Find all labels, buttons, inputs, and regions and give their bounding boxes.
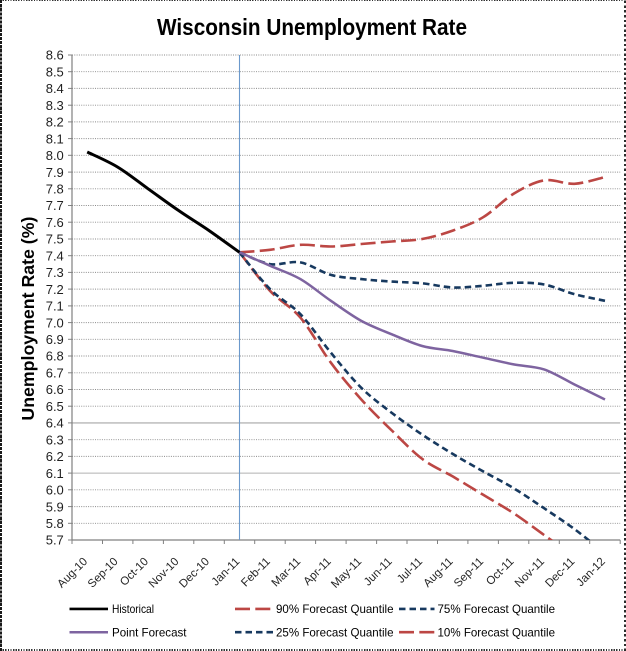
svg-text:7.9: 7.9 [46, 165, 64, 180]
svg-text:8.4: 8.4 [46, 81, 64, 96]
svg-text:Historical: Historical [112, 602, 154, 616]
svg-text:Dec-11: Dec-11 [543, 556, 577, 590]
svg-text:7.7: 7.7 [46, 198, 64, 213]
svg-text:Unemployment Rate (%): Unemployment Rate (%) [18, 217, 38, 421]
svg-text:8.3: 8.3 [46, 98, 64, 113]
svg-text:Point Forecast: Point Forecast [112, 626, 187, 640]
svg-text:8.1: 8.1 [46, 131, 64, 146]
svg-text:Jan-12: Jan-12 [575, 556, 608, 589]
svg-text:7.8: 7.8 [46, 182, 64, 197]
svg-text:10% Forecast Quantile: 10% Forecast Quantile [438, 626, 556, 640]
svg-text:7.1: 7.1 [46, 299, 64, 314]
svg-text:Oct-10: Oct-10 [118, 556, 151, 589]
svg-text:7.5: 7.5 [46, 232, 64, 247]
svg-text:6.6: 6.6 [46, 382, 64, 397]
svg-text:90% Forecast Quantile: 90% Forecast Quantile [276, 602, 394, 616]
svg-text:Feb-11: Feb-11 [239, 556, 273, 590]
svg-text:6.8: 6.8 [46, 349, 64, 364]
svg-text:Aug-10: Aug-10 [55, 556, 90, 591]
svg-text:6.4: 6.4 [46, 416, 64, 431]
svg-text:8.5: 8.5 [46, 64, 64, 79]
svg-text:Sep-11: Sep-11 [452, 556, 486, 590]
svg-text:6.1: 6.1 [46, 466, 64, 481]
svg-text:7.3: 7.3 [46, 265, 64, 280]
svg-text:8.6: 8.6 [46, 48, 64, 63]
svg-text:Jan-11: Jan-11 [210, 556, 243, 589]
svg-text:8.0: 8.0 [46, 148, 64, 163]
svg-text:May-11: May-11 [329, 556, 364, 591]
svg-text:5.8: 5.8 [46, 516, 64, 531]
svg-text:6.2: 6.2 [46, 449, 64, 464]
svg-text:6.3: 6.3 [46, 432, 64, 447]
svg-text:Jun-11: Jun-11 [362, 556, 395, 589]
svg-text:6.7: 6.7 [46, 366, 64, 381]
svg-text:Sep-10: Sep-10 [86, 556, 121, 591]
svg-text:5.9: 5.9 [46, 499, 64, 514]
svg-text:Mar-11: Mar-11 [270, 556, 304, 590]
svg-text:Dec-10: Dec-10 [177, 556, 212, 591]
svg-text:7.6: 7.6 [46, 215, 64, 230]
svg-text:Wisconsin Unemployment Rate: Wisconsin Unemployment Rate [157, 14, 467, 40]
svg-text:6.0: 6.0 [46, 483, 64, 498]
svg-text:Aug-11: Aug-11 [422, 556, 456, 590]
svg-text:Oct-11: Oct-11 [484, 556, 516, 588]
svg-text:Nov-11: Nov-11 [513, 556, 547, 590]
svg-text:7.4: 7.4 [46, 248, 64, 263]
svg-text:7.2: 7.2 [46, 282, 64, 297]
svg-text:8.2: 8.2 [46, 115, 64, 130]
svg-text:5.7: 5.7 [46, 533, 64, 548]
svg-text:75% Forecast Quantile: 75% Forecast Quantile [438, 602, 556, 616]
svg-text:25% Forecast Quantile: 25% Forecast Quantile [276, 626, 394, 640]
svg-text:7.0: 7.0 [46, 315, 64, 330]
svg-text:Nov-10: Nov-10 [147, 556, 182, 591]
svg-text:6.5: 6.5 [46, 399, 64, 414]
svg-text:6.9: 6.9 [46, 332, 64, 347]
